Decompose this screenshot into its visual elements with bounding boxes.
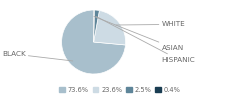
Text: BLACK: BLACK [2, 51, 73, 61]
Wedge shape [62, 10, 126, 74]
Text: ASIAN: ASIAN [94, 16, 184, 51]
Wedge shape [94, 10, 99, 42]
Text: WHITE: WHITE [116, 21, 185, 27]
Text: HISPANIC: HISPANIC [96, 16, 195, 63]
Wedge shape [94, 10, 126, 45]
Legend: 73.6%, 23.6%, 2.5%, 0.4%: 73.6%, 23.6%, 2.5%, 0.4% [60, 87, 180, 93]
